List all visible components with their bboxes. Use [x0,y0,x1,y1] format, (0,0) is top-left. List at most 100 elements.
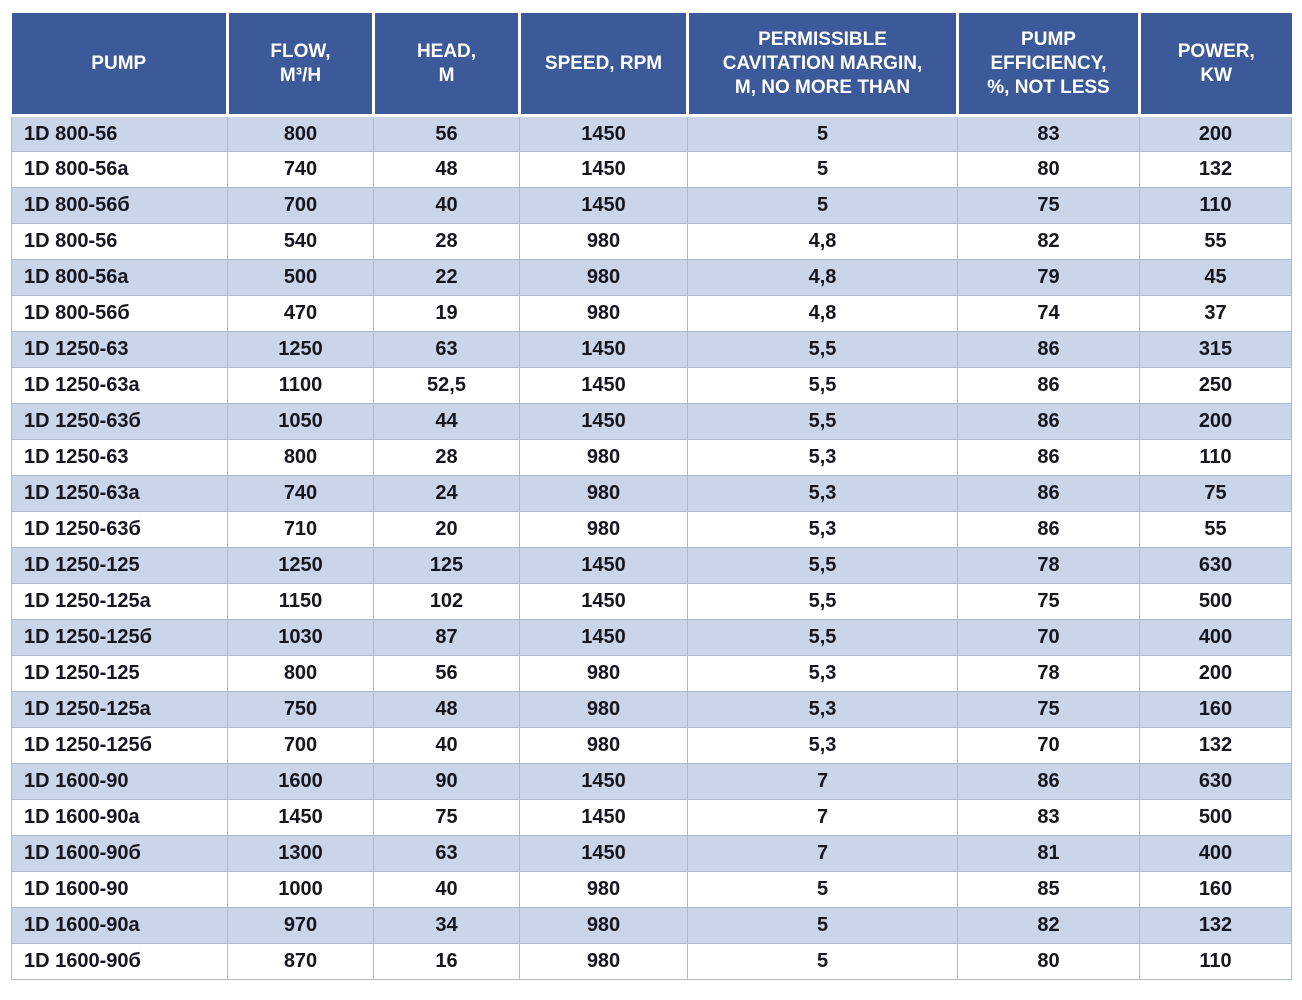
table-cell-efficiency: 82 [957,223,1140,260]
table-row: 1D 1600-90 1600 90 1450 7 86 630 [11,763,1292,800]
table-cell-flow: 700 [227,187,374,224]
table-cell-flow: 750 [227,691,374,728]
column-header-speed: SPEED, RPM [518,10,689,117]
pump-name-cell: 1D 1250-63 [11,439,228,476]
table-row: 1D 1250-125б 700 40 980 5,3 70 132 [11,727,1292,764]
table-cell-flow: 710 [227,511,374,548]
table-cell-head: 24 [373,475,520,512]
table-cell-power: 45 [1139,259,1292,296]
table-cell-flow: 1000 [227,871,374,908]
table-cell-efficiency: 86 [957,331,1140,368]
table-cell-head: 63 [373,835,520,872]
column-header-efficiency: PUMP EFFICIENCY, %, NOT LESS [956,10,1141,117]
table-cell-power: 110 [1139,439,1292,476]
pump-name-cell: 1D 1250-63б [11,511,228,548]
table-cell-speed: 980 [519,259,688,296]
table-cell-speed: 1450 [519,331,688,368]
table-cell-cavitation: 5 [687,187,958,224]
table-cell-power: 110 [1139,187,1292,224]
table-cell-efficiency: 86 [957,475,1140,512]
table-row: 1D 1250-63 800 28 980 5,3 86 110 [11,439,1292,476]
table-cell-cavitation: 7 [687,799,958,836]
table-cell-efficiency: 86 [957,367,1140,404]
pump-name-cell: 1D 1250-125б [11,727,228,764]
table-cell-power: 250 [1139,367,1292,404]
table-cell-speed: 1450 [519,151,688,188]
table-cell-efficiency: 85 [957,871,1140,908]
table-cell-head: 56 [373,655,520,692]
table-cell-cavitation: 5 [687,151,958,188]
table-cell-efficiency: 70 [957,727,1140,764]
table-row: 1D 1250-125 1250 125 1450 5,5 78 630 [11,547,1292,584]
table-cell-efficiency: 86 [957,511,1140,548]
table-cell-flow: 1300 [227,835,374,872]
table-cell-power: 400 [1139,835,1292,872]
table-cell-efficiency: 78 [957,547,1140,584]
table-cell-cavitation: 4,8 [687,223,958,260]
table-row: 1D 1600-90a 1450 75 1450 7 83 500 [11,799,1292,836]
table-cell-efficiency: 79 [957,259,1140,296]
pump-name-cell: 1D 1250-63 [11,331,228,368]
table-cell-power: 132 [1139,727,1292,764]
table-cell-speed: 980 [519,727,688,764]
table-cell-speed: 1450 [519,115,688,152]
table-cell-cavitation: 5 [687,943,958,980]
pump-name-cell: 1D 1250-63б [11,403,228,440]
pump-spec-table: PUMP FLOW, M³/H HEAD, M SPEED, RPM PERMISSIB… [11,10,1292,980]
column-header-power: POWER, KW [1138,10,1292,117]
table-row: 1D 1250-63a 1100 52,5 1450 5,5 86 250 [11,367,1292,404]
table-cell-head: 125 [373,547,520,584]
table-cell-flow: 800 [227,655,374,692]
pump-name-cell: 1D 800-56 [11,115,228,152]
table-cell-cavitation: 5 [687,871,958,908]
table-cell-power: 75 [1139,475,1292,512]
table-row: 1D 1600-90 1000 40 980 5 85 160 [11,871,1292,908]
pump-name-cell: 1D 800-56a [11,259,228,296]
table-cell-flow: 500 [227,259,374,296]
pump-name-cell: 1D 800-56a [11,151,228,188]
table-cell-power: 315 [1139,331,1292,368]
table-cell-speed: 1450 [519,835,688,872]
table-row: 1D 1250-125a 1150 102 1450 5,5 75 500 [11,583,1292,620]
table-cell-power: 37 [1139,295,1292,332]
table-cell-cavitation: 5,5 [687,619,958,656]
table-cell-flow: 800 [227,115,374,152]
table-cell-power: 200 [1139,403,1292,440]
table-cell-head: 28 [373,439,520,476]
table-cell-speed: 1450 [519,187,688,224]
table-cell-speed: 980 [519,655,688,692]
table-row: 1D 1250-63a 740 24 980 5,3 86 75 [11,475,1292,512]
table-cell-flow: 1600 [227,763,374,800]
table-cell-speed: 1450 [519,619,688,656]
table-cell-head: 75 [373,799,520,836]
table-cell-efficiency: 75 [957,583,1140,620]
table-cell-efficiency: 86 [957,439,1140,476]
table-row: 1D 800-56a 500 22 980 4,8 79 45 [11,259,1292,296]
table-cell-head: 40 [373,727,520,764]
table-cell-speed: 980 [519,871,688,908]
table-row: 1D 800-56б 470 19 980 4,8 74 37 [11,295,1292,332]
table-cell-flow: 1050 [227,403,374,440]
table-row: 1D 1250-63б 710 20 980 5,3 86 55 [11,511,1292,548]
table-cell-flow: 700 [227,727,374,764]
table-cell-efficiency: 80 [957,943,1140,980]
table-cell-head: 28 [373,223,520,260]
table-cell-efficiency: 80 [957,151,1140,188]
table-cell-cavitation: 5 [687,907,958,944]
table-cell-speed: 980 [519,295,688,332]
table-cell-flow: 1450 [227,799,374,836]
table-cell-cavitation: 7 [687,763,958,800]
table-cell-flow: 970 [227,907,374,944]
table-cell-flow: 540 [227,223,374,260]
table-cell-head: 40 [373,187,520,224]
table-row: 1D 800-56 800 56 1450 5 83 200 [11,115,1292,152]
table-cell-power: 132 [1139,907,1292,944]
table-cell-power: 400 [1139,619,1292,656]
pump-name-cell: 1D 800-56б [11,187,228,224]
table-cell-efficiency: 70 [957,619,1140,656]
table-row: 1D 1250-125a 750 48 980 5,3 75 160 [11,691,1292,728]
table-cell-efficiency: 78 [957,655,1140,692]
table-cell-cavitation: 5,5 [687,331,958,368]
table-cell-power: 630 [1139,763,1292,800]
table-cell-speed: 1450 [519,367,688,404]
